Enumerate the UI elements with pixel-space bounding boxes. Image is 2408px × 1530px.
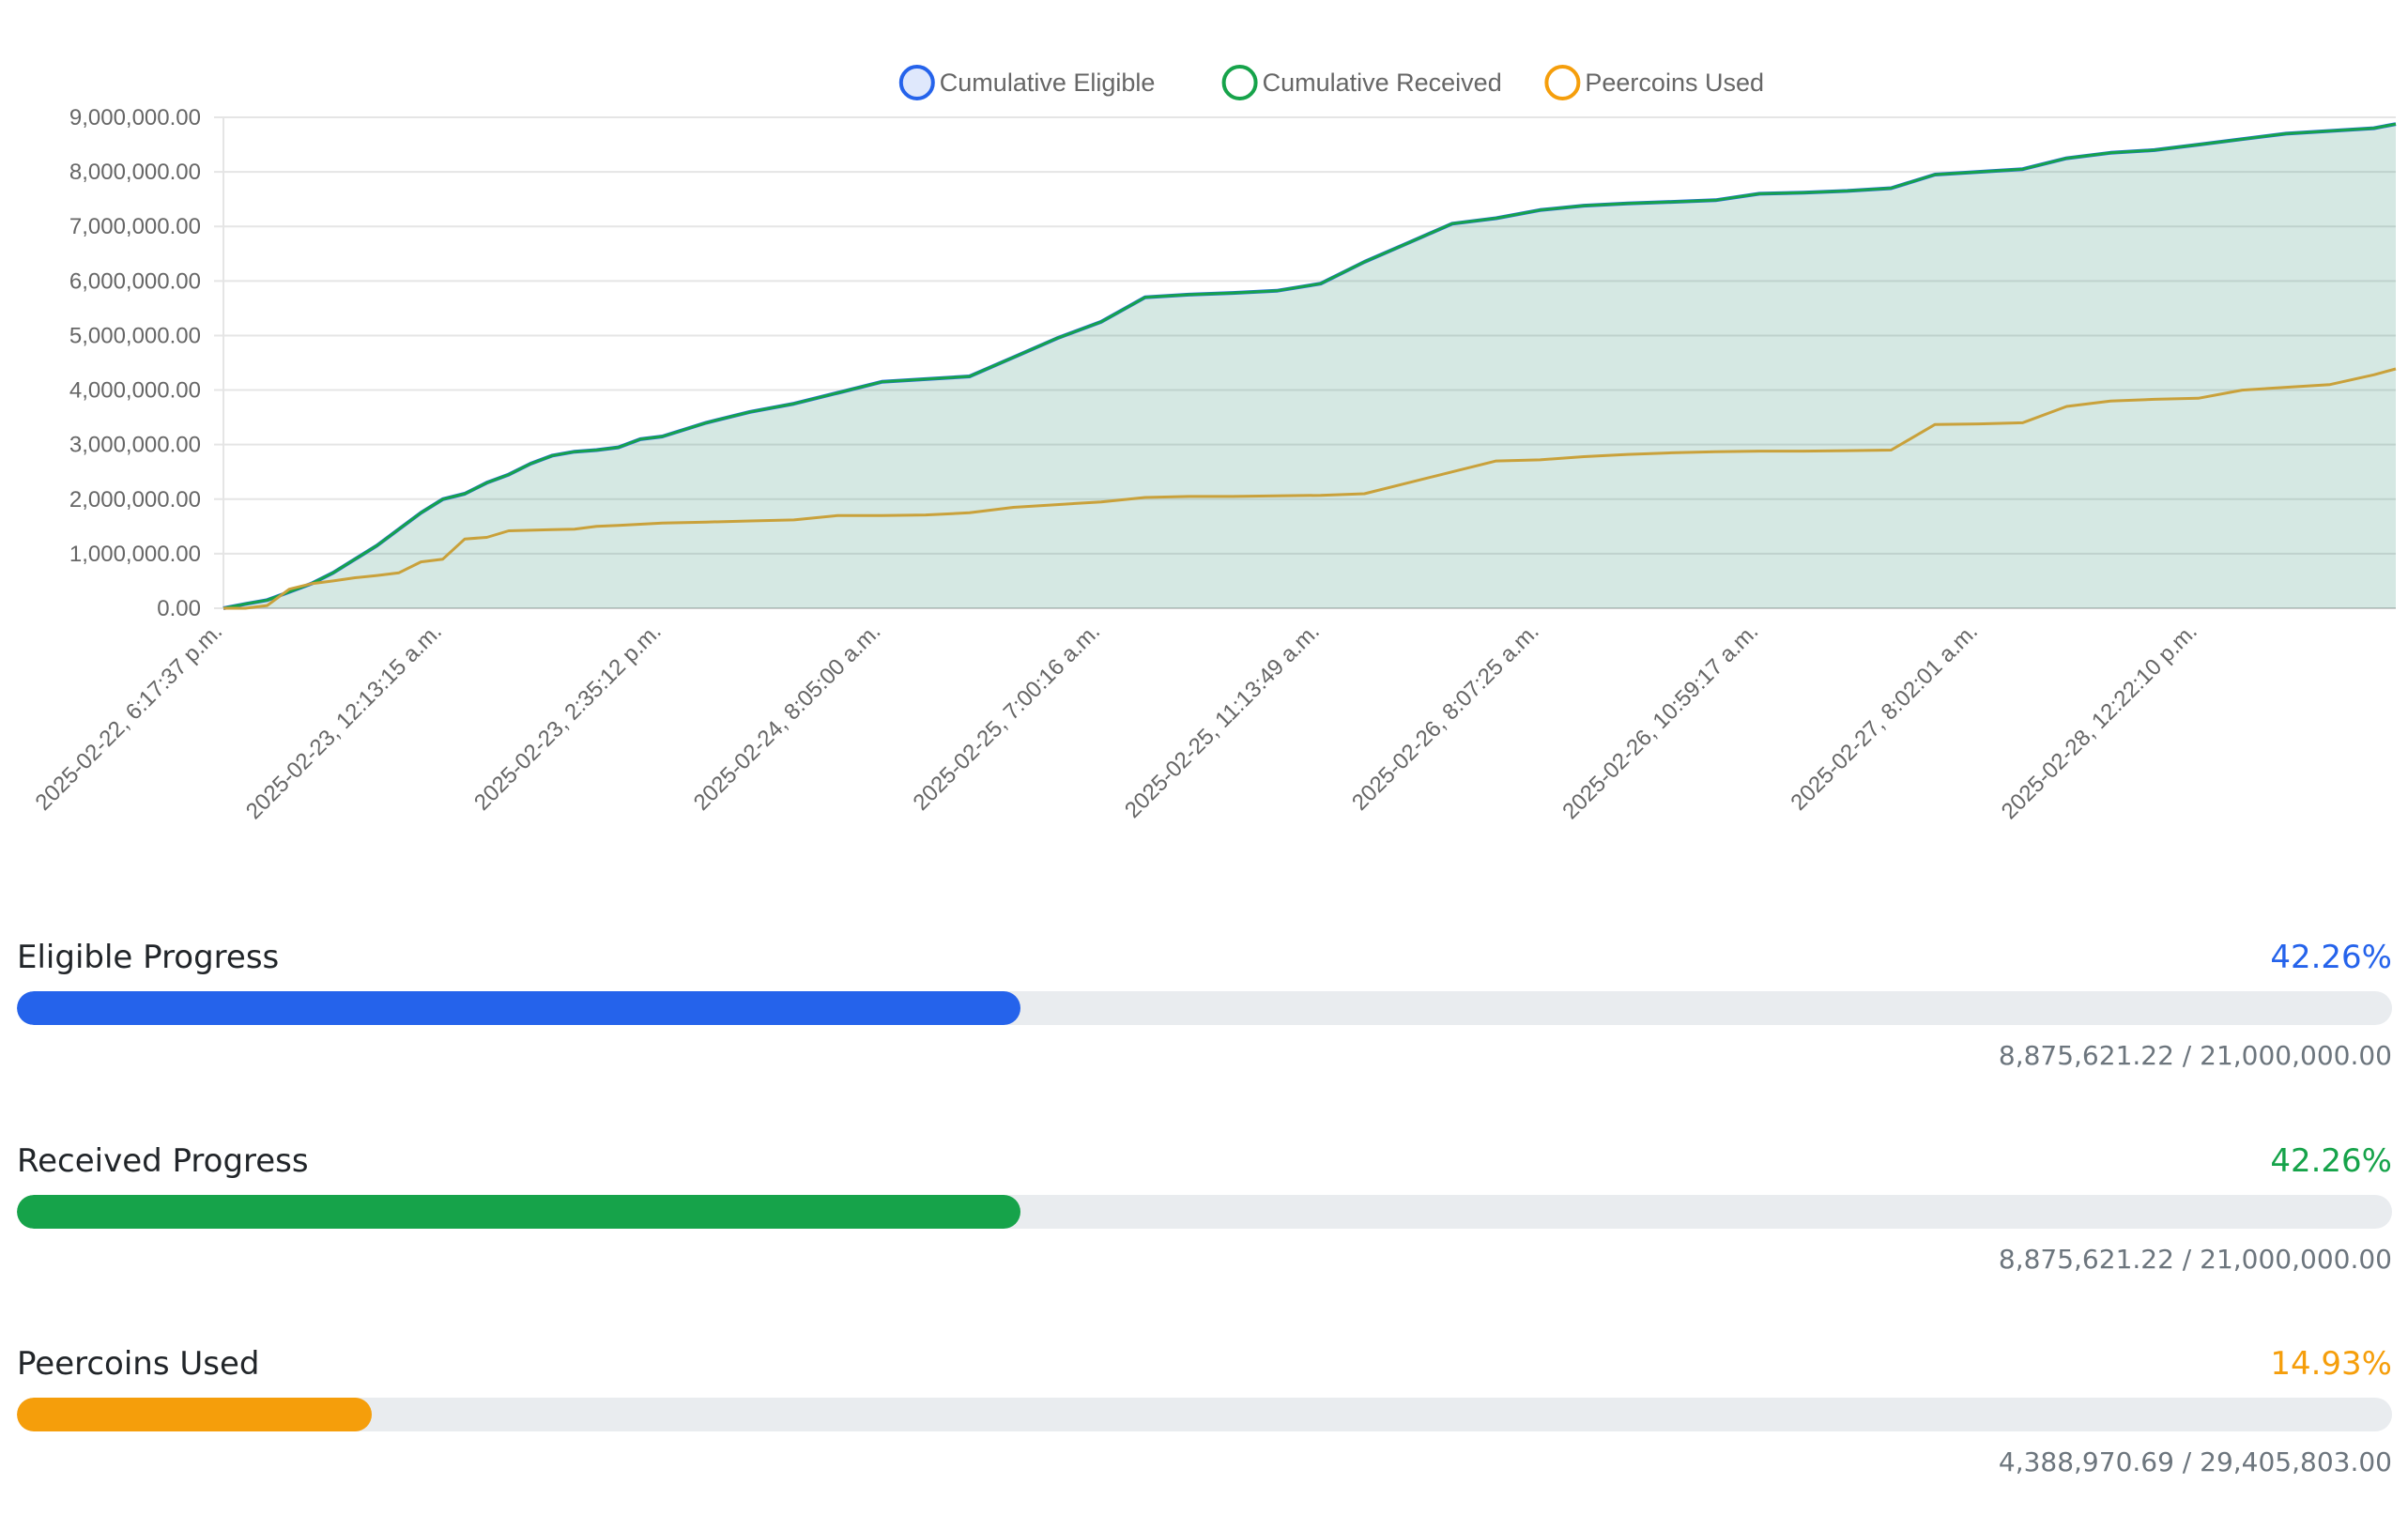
received-progress-amount: 8,875,621.22 / 21,000,000.00 [1998,1244,2392,1275]
eligible-progress-percent: 42.26% [2270,939,2392,976]
legend-swatch [1221,65,1258,100]
received-progress-label: Received Progress [17,1142,309,1180]
legend-swatch [1544,65,1581,100]
legend-item[interactable]: Peercoins Used [1544,65,1764,100]
x-tick-label: 2025-02-23, 2:35:12 p.m. [469,619,667,816]
y-tick-label: 0.00 [157,596,201,621]
peercoins-progress-label: Peercoins Used [17,1345,260,1383]
y-tick-label: 2,000,000.00 [69,487,201,513]
legend-swatch [898,65,935,100]
y-tick-label: 8,000,000.00 [69,160,201,185]
peercoins-progress-percent: 14.93% [2270,1345,2392,1383]
received-progress: Received Progress 42.26% 8,875,621.22 / … [17,1142,2392,1275]
y-tick-label: 6,000,000.00 [69,268,201,294]
eligible-progress: Eligible Progress 42.26% 8,875,621.22 / … [17,939,2392,1071]
chart-series-lines [222,122,2397,610]
y-tick-label: 1,000,000.00 [69,542,201,567]
x-tick-label: 2025-02-27, 8:02:01 a.m. [1786,619,1983,816]
series-area-fill [223,124,2396,608]
legend-item[interactable]: Cumulative Eligible [898,65,1156,100]
x-tick-label: 2025-02-28, 12:22:10 p.m. [1997,619,2202,824]
peercoins-progress: Peercoins Used 14.93% 4,388,970.69 / 29,… [17,1345,2392,1477]
y-tick-label: 7,000,000.00 [69,214,201,239]
x-tick-label: 2025-02-26, 10:59:17 a.m. [1557,619,1763,824]
received-progress-percent: 42.26% [2270,1142,2392,1180]
series-line [223,367,2397,610]
legend-item[interactable]: Cumulative Received [1221,65,1502,100]
x-tick-label: 2025-02-22, 6:17:37 p.m. [31,619,228,816]
eligible-progress-label: Eligible Progress [17,939,280,976]
eligible-progress-amount: 8,875,621.22 / 21,000,000.00 [1998,1040,2392,1071]
legend-label: Peercoins Used [1585,69,1764,97]
y-tick-label: 5,000,000.00 [69,323,201,348]
x-tick-label: 2025-02-26, 8:07:25 a.m. [1347,619,1544,816]
peercoins-progress-fill [17,1398,372,1431]
y-tick-label: 9,000,000.00 [69,105,201,130]
peercoins-progress-track [17,1398,2392,1431]
chart-gridlines [214,116,2396,609]
cumulative-chart: 9,000,000.00 8,000,000.00 7,000,000.00 6,00… [31,65,2397,824]
eligible-progress-track [17,991,2392,1025]
x-tick-label: 2025-02-25, 11:13:49 a.m. [1120,619,1325,823]
series-line [222,122,2397,610]
x-tick-label: 2025-02-23, 12:13:15 a.m. [241,619,447,824]
eligible-progress-fill [17,991,1021,1025]
received-progress-track [17,1195,2392,1229]
legend-label: Cumulative Received [1263,69,1502,97]
y-tick-label: 4,000,000.00 [69,378,201,404]
received-progress-fill [17,1195,1021,1229]
peercoins-progress-amount: 4,388,970.69 / 29,405,803.00 [1998,1446,2392,1477]
chart-legend[interactable]: Cumulative Eligible Cumulative Received Pe… [898,65,1764,100]
y-tick-label: 3,000,000.00 [69,433,201,458]
x-tick-label: 2025-02-24, 8:05:00 a.m. [689,619,886,816]
x-tick-label: 2025-02-25, 7:00:16 a.m. [909,619,1106,816]
chart-area-fills [223,124,2396,608]
legend-label: Cumulative Eligible [940,69,1156,97]
